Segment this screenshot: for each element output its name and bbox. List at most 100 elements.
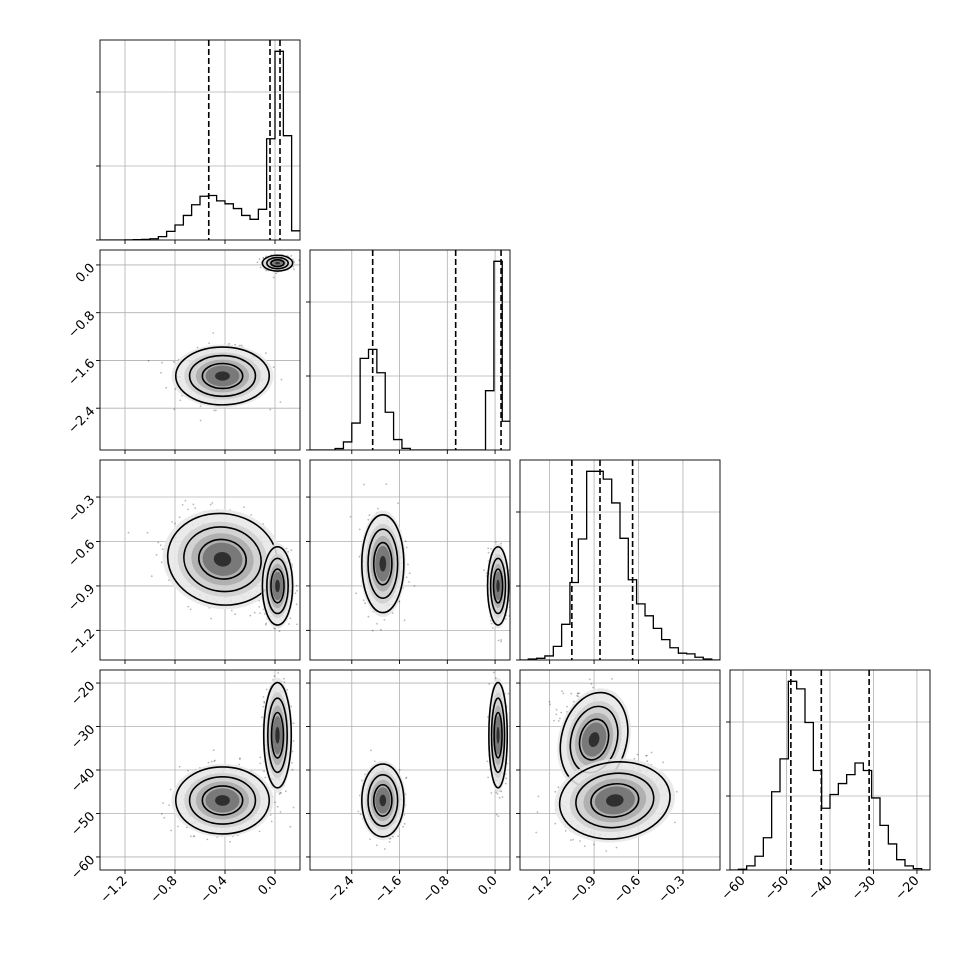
sample-point — [157, 541, 160, 544]
sample-point — [495, 668, 497, 670]
sample-point — [493, 667, 495, 669]
sample-point — [495, 813, 498, 816]
sample-point — [491, 627, 494, 629]
sample-point — [263, 700, 266, 703]
sample-point — [290, 549, 293, 552]
sample-point — [192, 503, 195, 506]
sample-point — [376, 622, 378, 625]
sample-point — [380, 628, 382, 631]
histogram-line — [310, 260, 510, 450]
sample-point — [403, 619, 406, 622]
contour-line — [270, 568, 285, 604]
sample-point — [500, 790, 503, 793]
sample-point — [190, 835, 192, 838]
contour-line — [188, 776, 257, 825]
sample-point — [280, 792, 282, 794]
sample-point — [289, 617, 292, 620]
sample-point — [186, 826, 188, 829]
sample-point — [295, 584, 298, 587]
sample-point — [383, 619, 386, 621]
sample-point — [162, 802, 165, 804]
sample-point — [553, 719, 555, 722]
y-tick-label: −0.3 — [65, 493, 98, 526]
sample-point — [270, 820, 273, 823]
y-tick-label: −0.8 — [65, 308, 98, 341]
contour-line — [174, 346, 271, 406]
sample-point — [359, 813, 362, 816]
sample-point — [178, 516, 181, 519]
sample-point — [487, 547, 490, 550]
sample-point — [369, 838, 371, 841]
panel-frame — [309, 669, 511, 871]
density-shade — [275, 726, 280, 744]
sample-point — [288, 623, 290, 625]
sample-point — [493, 671, 495, 674]
sample-point — [404, 540, 407, 543]
sample-point — [578, 692, 581, 694]
panel-frame — [99, 39, 301, 241]
sample-point — [207, 761, 210, 764]
sample-point — [367, 518, 370, 521]
sample-point — [238, 758, 241, 760]
sample-point — [253, 611, 256, 614]
sample-point — [496, 792, 499, 795]
sample-point — [495, 541, 497, 543]
contour-line — [372, 541, 393, 586]
density-shade — [275, 261, 280, 265]
sample-point — [290, 705, 292, 708]
sample-point — [146, 531, 149, 534]
contour-line — [198, 538, 247, 580]
sample-point — [265, 622, 268, 625]
y-tick-label: −60 — [68, 853, 98, 883]
sample-point — [256, 261, 259, 264]
sample-point — [273, 675, 276, 677]
sample-point — [488, 683, 491, 685]
sample-point — [263, 701, 266, 704]
density-shade — [215, 371, 230, 381]
sample-point — [483, 569, 485, 571]
joint-panel: −2.4−1.6−0.80.0 — [65, 249, 301, 454]
sample-point — [349, 516, 352, 518]
contour-line — [361, 514, 405, 614]
sample-point — [258, 606, 261, 608]
sample-point — [283, 681, 286, 683]
contour-line — [489, 557, 507, 615]
sample-point — [646, 754, 648, 757]
sample-point — [497, 639, 500, 642]
sample-point — [388, 841, 391, 843]
sample-point — [187, 508, 189, 511]
sample-point — [169, 788, 172, 791]
sample-point — [280, 378, 283, 381]
sample-point — [259, 762, 262, 765]
sample-point — [215, 409, 217, 412]
sample-point — [490, 792, 493, 794]
sample-point — [279, 791, 282, 794]
sample-point — [363, 483, 365, 486]
x-tick-label: −2.4 — [325, 873, 358, 906]
sample-point — [507, 692, 510, 695]
sample-point — [209, 503, 212, 506]
sample-point — [291, 768, 294, 771]
sample-point — [199, 405, 202, 408]
sample-point — [274, 801, 276, 804]
sample-point — [367, 615, 370, 618]
sample-point — [127, 531, 130, 534]
sample-point — [240, 344, 243, 347]
sample-point — [213, 760, 216, 762]
sample-point — [187, 769, 190, 772]
sample-point — [370, 749, 372, 752]
sample-point — [272, 276, 275, 279]
sample-point — [161, 361, 163, 364]
sample-point — [292, 806, 295, 809]
sample-point — [264, 776, 267, 779]
sample-point — [291, 762, 293, 764]
sample-point — [187, 605, 190, 608]
sample-point — [296, 623, 298, 626]
sample-point — [259, 266, 262, 269]
sample-point — [398, 768, 401, 771]
sample-point — [210, 760, 213, 763]
sample-point — [494, 677, 497, 680]
sample-point — [289, 825, 292, 828]
